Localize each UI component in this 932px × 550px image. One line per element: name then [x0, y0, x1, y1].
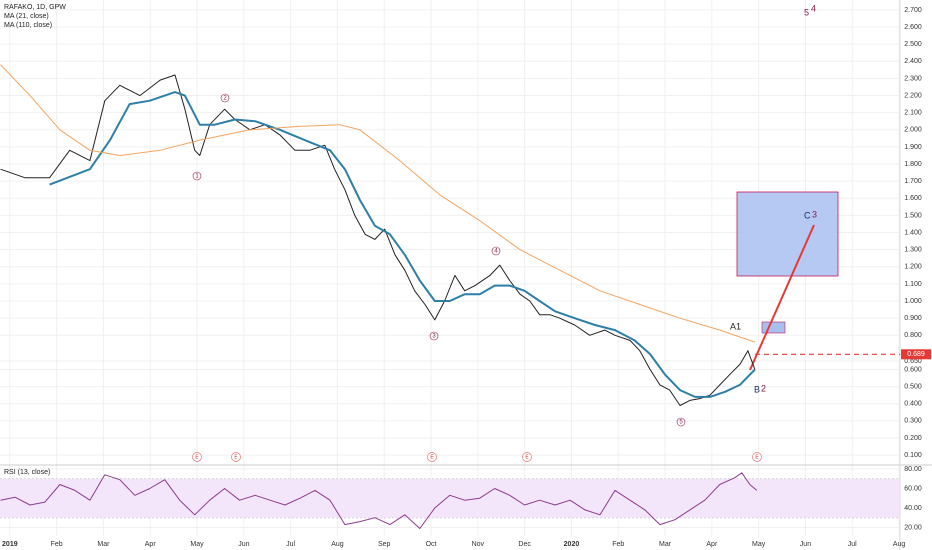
wave-circle [491, 246, 501, 256]
wave-label: C [804, 210, 811, 220]
wave-label: 2 [223, 96, 227, 102]
y-tick-label: 0.800 [904, 332, 922, 339]
chart-title: RAFAKO, 1D, GPW [4, 4, 66, 11]
y-tick-label: 1.100 [904, 281, 922, 288]
y-tick-label: 0.200 [904, 435, 922, 442]
y-tick-label: 80.00 [904, 466, 922, 473]
x-tick-label: Sep [378, 541, 391, 548]
event-label: E [195, 454, 199, 460]
y-tick-label: 2.200 [904, 92, 922, 99]
x-tick-label: 2019 [2, 541, 18, 548]
small-box [761, 321, 786, 334]
x-tick-label: Oct [426, 541, 437, 548]
y-tick-label: 2.300 [904, 75, 922, 82]
last-price-label: 0.689 [907, 351, 925, 358]
x-tick-label: May [752, 541, 766, 548]
y-tick-label: 1.700 [904, 178, 922, 185]
x-tick-label: 2020 [564, 541, 580, 548]
event-markers: E E E E E [192, 452, 762, 462]
y-tick-label: 0.100 [904, 452, 922, 459]
event-circle [752, 452, 762, 462]
x-tick-label: Mar [659, 541, 672, 548]
series-line [0, 74, 756, 406]
wave-label: 1 [195, 174, 199, 180]
x-tick-label: Jul [286, 541, 295, 548]
x-tick-label: Aug [893, 541, 906, 548]
x-tick-label: Mar [97, 541, 110, 548]
x-tick-label: Jun [800, 541, 811, 548]
series [0, 64, 758, 529]
y-tick-label: 1.500 [904, 212, 922, 219]
y-tick-label: 2.100 [904, 110, 922, 117]
y-tick-label: 0.900 [904, 315, 922, 322]
x-tick-label: Dec [518, 541, 531, 548]
event-label: E [430, 454, 434, 460]
wave-circle [192, 171, 202, 181]
rsi-title: RSI (13, close) [4, 469, 50, 476]
y-tick-label: 2.500 [904, 41, 922, 48]
series-line [49, 91, 756, 398]
wave-circle [429, 331, 439, 341]
x-tick-label: Apr [706, 541, 718, 548]
last-price-box [901, 349, 931, 360]
y-tick-label: 20.00 [904, 524, 922, 531]
y-tick-label: 2.000 [904, 127, 922, 134]
wave-label: 4 [494, 249, 498, 255]
series-line [0, 64, 756, 343]
y-tick-label: 1.200 [904, 264, 922, 271]
event-circle [522, 452, 532, 462]
event-label: E [234, 454, 238, 460]
y-tick-label: 0.650 [904, 358, 922, 365]
wave-labels: 1 2 3 4 5 A1 B 2 C 3 5 4 [192, 3, 817, 427]
y-tick-label: 1.600 [904, 195, 922, 202]
x-tick-label: Nov [472, 541, 485, 548]
x-tick-label: Feb [51, 541, 63, 548]
event-circle [427, 452, 437, 462]
event-label: E [755, 454, 759, 460]
event-circle [231, 452, 241, 462]
y-tick-label: 2.700 [904, 7, 922, 14]
x-tick-label: Feb [612, 541, 624, 548]
wave-label: 2 [761, 383, 766, 393]
series-line [0, 472, 758, 529]
wave-circle [220, 93, 230, 103]
x-tick-label: May [190, 541, 204, 548]
y-tick-label: 1.300 [904, 247, 922, 254]
projection-line [749, 224, 815, 371]
y-tick-label: 2.600 [904, 24, 922, 31]
y-tick-label: 1.800 [904, 161, 922, 168]
wave-label: 4 [811, 3, 816, 13]
legend-entry: MA (21, close) [4, 13, 49, 20]
rsi-band [0, 478, 900, 518]
legend-entry: MA (110, close) [4, 22, 52, 29]
y-tick-label: 2.400 [904, 58, 922, 65]
y-tick-label: 0.500 [904, 383, 922, 390]
y-tick-label: 0.600 [904, 366, 922, 373]
x-tick-label: Aug [331, 541, 344, 548]
event-label: E [525, 454, 529, 460]
wave-label: A1 [730, 321, 741, 331]
wave-label: 3 [812, 209, 817, 219]
y-tick-label: 1.400 [904, 229, 922, 236]
wave-label: 5 [804, 7, 809, 17]
x-tick-label: Apr [145, 541, 157, 548]
wave-circle [676, 417, 686, 427]
event-circle [192, 452, 202, 462]
y-tick-label: 0.300 [904, 418, 922, 425]
y-tick-label: 60.00 [904, 485, 922, 492]
y-tick-label: 1.900 [904, 144, 922, 151]
wave-label: B [754, 384, 760, 394]
x-tick-label: Jun [238, 541, 249, 548]
y-tick-label: 1.000 [904, 298, 922, 305]
wave-label: 5 [679, 420, 683, 426]
y-tick-label: 0.400 [904, 401, 922, 408]
y-tick-label: 40.00 [904, 505, 922, 512]
x-tick-label: Jul [848, 541, 857, 548]
wave-label: 3 [432, 334, 436, 340]
target-box [736, 191, 839, 277]
